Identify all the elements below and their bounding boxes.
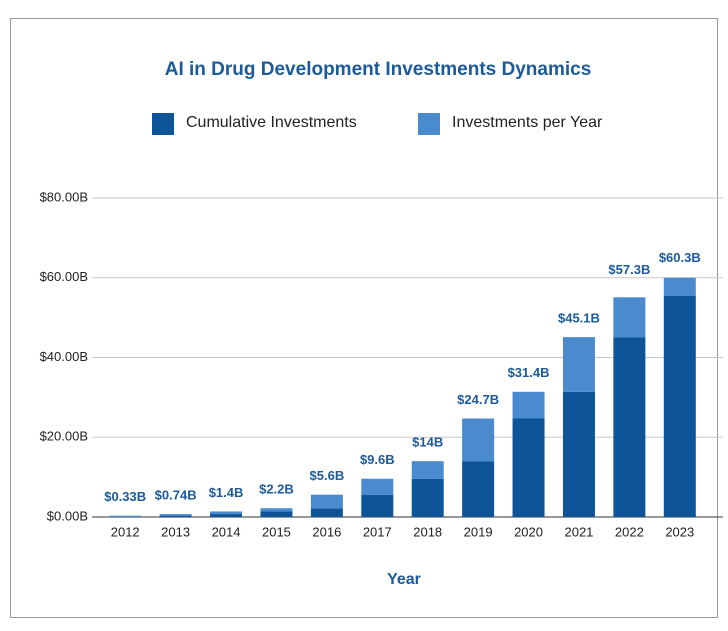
x-tick-label: 2014 xyxy=(212,524,241,539)
legend-label: Cumulative Investments xyxy=(186,114,357,131)
bar-segment xyxy=(613,337,646,517)
legend-swatch xyxy=(418,113,440,135)
value-label: $60.3B xyxy=(659,250,701,265)
bar-segment xyxy=(462,418,495,462)
bar-segment xyxy=(663,277,696,296)
value-label: $45.1B xyxy=(558,311,600,326)
bar-segment xyxy=(310,494,343,509)
bar-segment xyxy=(411,461,444,479)
value-label: $14B xyxy=(412,435,443,450)
value-label: $5.6B xyxy=(310,468,345,483)
value-label: $31.4B xyxy=(508,365,550,380)
legend-label: Investments per Year xyxy=(452,114,603,131)
x-tick-label: 2021 xyxy=(564,524,593,539)
x-axis-title: Year xyxy=(387,571,421,588)
bar-segment xyxy=(411,478,444,517)
x-tick-label: 2013 xyxy=(161,524,190,539)
y-tick-label: $0.00B xyxy=(47,508,88,523)
x-tick-label: 2017 xyxy=(363,524,392,539)
value-label: $9.6B xyxy=(360,452,395,467)
bar-segment xyxy=(310,508,343,517)
bar-segment xyxy=(613,297,646,338)
x-tick-label: 2022 xyxy=(615,524,644,539)
chart-border xyxy=(10,18,718,618)
x-tick-label: 2018 xyxy=(413,524,442,539)
bar-segment xyxy=(210,511,243,515)
value-label: $57.3B xyxy=(608,262,650,277)
bar-segment xyxy=(562,337,595,392)
bar-segment xyxy=(663,295,696,517)
bar-segment xyxy=(159,514,192,516)
value-label: $0.33B xyxy=(104,489,146,504)
bar-segment xyxy=(109,515,142,517)
value-label: $2.2B xyxy=(259,482,294,497)
x-tick-label: 2023 xyxy=(665,524,694,539)
bar-segment xyxy=(462,461,495,517)
bar-segment xyxy=(260,511,293,517)
bar-segment xyxy=(512,391,545,419)
chart-title: AI in Drug Development Investments Dynam… xyxy=(165,59,592,80)
value-label: $24.7B xyxy=(457,392,499,407)
y-tick-label: $60.00B xyxy=(40,269,88,284)
y-tick-label: $80.00B xyxy=(40,189,88,204)
bar-segment xyxy=(361,494,394,517)
bar-segment xyxy=(512,418,545,517)
bar-segment xyxy=(210,514,243,517)
x-tick-label: 2019 xyxy=(464,524,493,539)
value-label: $0.74B xyxy=(155,487,197,502)
x-tick-label: 2020 xyxy=(514,524,543,539)
bar-segment xyxy=(159,515,192,517)
x-tick-label: 2016 xyxy=(312,524,341,539)
value-label: $1.4B xyxy=(209,485,244,500)
x-tick-label: 2015 xyxy=(262,524,291,539)
bar-segment xyxy=(260,508,293,512)
bar-segment xyxy=(562,391,595,517)
bar-segment xyxy=(361,478,394,495)
legend-swatch xyxy=(152,113,174,135)
y-tick-label: $20.00B xyxy=(40,429,88,444)
y-tick-label: $40.00B xyxy=(40,349,88,364)
x-tick-label: 2012 xyxy=(111,524,140,539)
